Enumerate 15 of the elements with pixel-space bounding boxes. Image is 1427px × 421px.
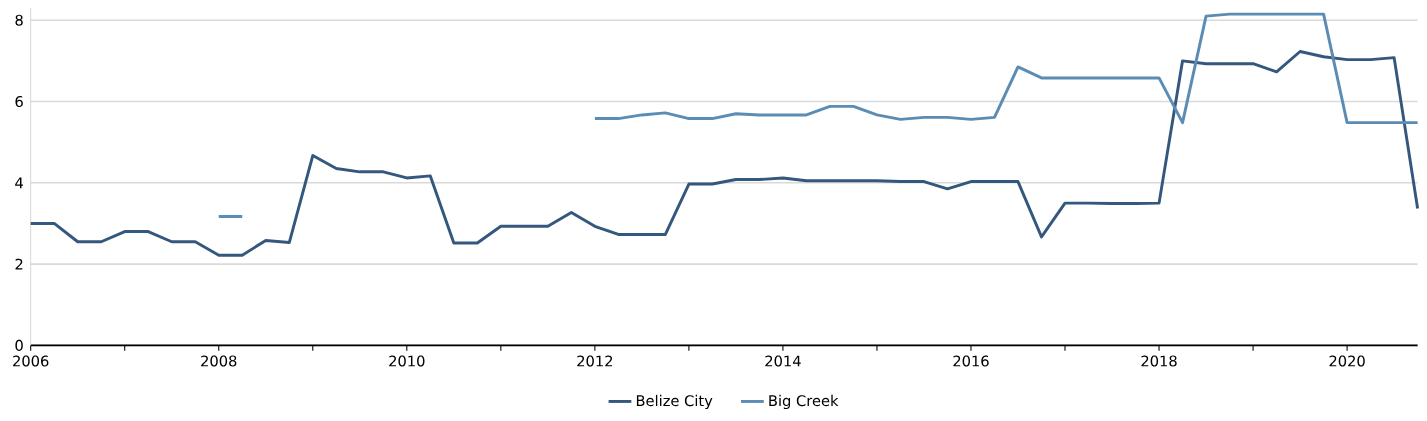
x-tick-label: 2014	[765, 355, 801, 367]
legend-label: Big Creek	[769, 394, 839, 409]
x-tick-label: 2020	[1329, 355, 1365, 367]
x-tick-label: 2008	[201, 355, 237, 367]
y-tick-label: 6	[15, 95, 23, 107]
y-tick-label: 4	[15, 177, 23, 188]
x-tick-label: 2012	[577, 355, 613, 367]
y-tick-label: 2	[15, 258, 23, 270]
y-tick-label: 0	[15, 339, 23, 351]
legend-label: Belize City	[636, 394, 713, 409]
x-tick-label: 2016	[953, 355, 989, 367]
x-tick-label: 2006	[13, 355, 49, 367]
y-tick-label: 8	[15, 14, 23, 26]
x-tick-label: 2010	[389, 355, 425, 367]
x-tick-label: 2018	[1141, 355, 1177, 367]
